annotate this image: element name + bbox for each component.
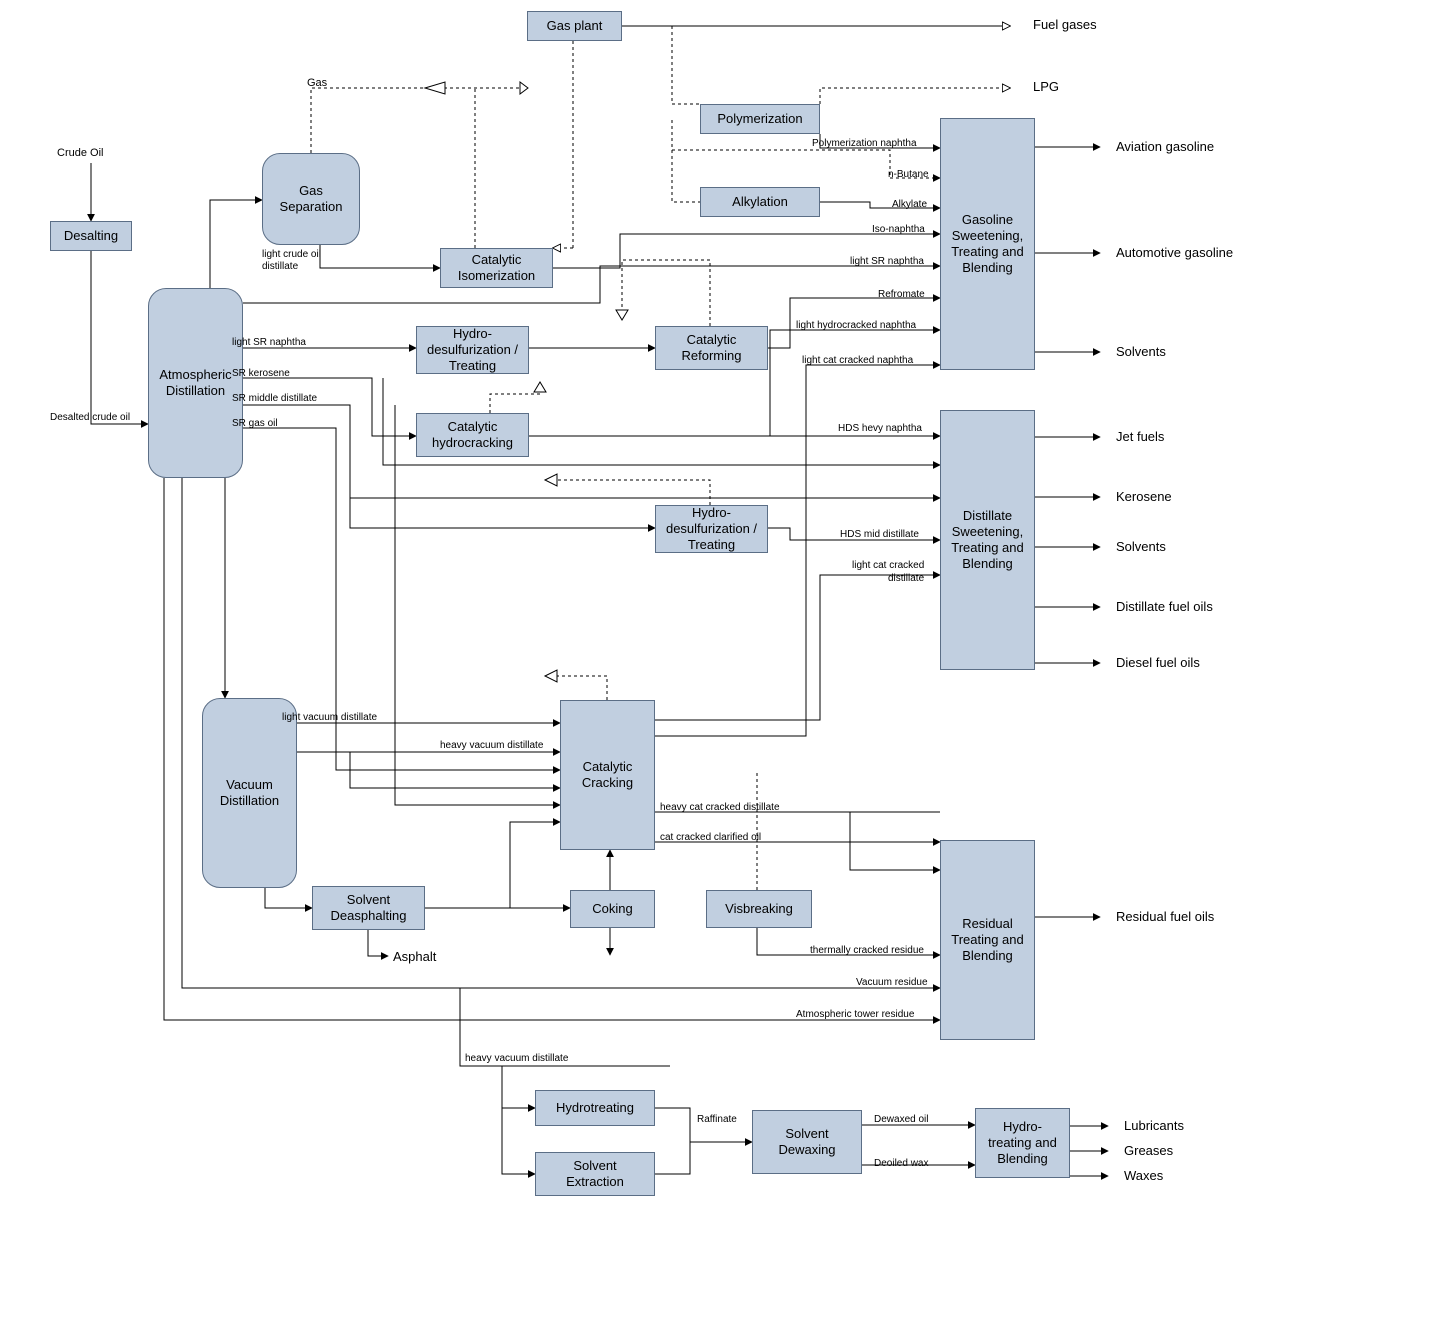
node-polymerization: Polymerization xyxy=(700,104,820,134)
edge-label-32: Deoiled wax xyxy=(874,1158,928,1170)
node-solvent_dewax: SolventDewaxing xyxy=(752,1110,862,1174)
edge-31 xyxy=(265,888,312,908)
output-7: Solvents xyxy=(1116,540,1166,555)
node-gas_plant: Gas plant xyxy=(527,11,622,41)
node-hydrotreating: Hydrotreating xyxy=(535,1090,655,1126)
edge-label-12: Iso-naphtha xyxy=(872,224,925,236)
edge-51 xyxy=(672,120,700,202)
edge-label-8: SR gas oil xyxy=(232,418,278,430)
edge-label-26: Vacuum residue xyxy=(856,977,928,989)
edge-72 xyxy=(545,480,710,505)
edge-label-22: heavy vacuum distillate xyxy=(440,740,543,752)
edge-42 xyxy=(502,1108,535,1174)
edge-label-14: Refromate xyxy=(878,289,925,301)
node-atm_dist: AtmosphericDistillation xyxy=(148,288,243,478)
edge-label-9: Polymerization naphtha xyxy=(812,138,917,150)
edge-75 xyxy=(545,670,557,682)
edge-48 xyxy=(820,88,1010,104)
output-8: Distillate fuel oils xyxy=(1116,600,1213,615)
edge-4 xyxy=(425,82,445,94)
output-4: Solvents xyxy=(1116,345,1166,360)
edge-label-16: light cat cracked naphtha xyxy=(802,355,913,367)
edge-1 xyxy=(91,251,148,424)
node-cat_reforming: CatalyticReforming xyxy=(655,326,768,370)
output-11: Lubricants xyxy=(1124,1119,1184,1134)
edge-label-7: SR middle distillate xyxy=(232,393,317,405)
node-distillate_blend: DistillateSweetening,Treating andBlendin… xyxy=(940,410,1035,670)
edge-label-0: Crude Oil xyxy=(57,147,103,160)
node-desalting: Desalting xyxy=(50,221,132,251)
edge-70 xyxy=(490,380,540,413)
edge-41 xyxy=(502,1066,535,1108)
output-3: Automotive gasoline xyxy=(1116,246,1233,261)
edge-50 xyxy=(672,26,700,104)
node-gas_separation: GasSeparation xyxy=(262,153,360,245)
node-cat_isom: CatalyticIsomerization xyxy=(440,248,553,288)
edge-label-15: light hydrocracked naphtha xyxy=(796,320,916,332)
edge-label-24: cat cracked clarified oil xyxy=(660,832,761,844)
output-9: Diesel fuel oils xyxy=(1116,656,1200,671)
edge-label-4: distillate xyxy=(262,261,298,273)
node-coking: Coking xyxy=(570,890,655,928)
edge-2 xyxy=(210,200,262,288)
edge-9 xyxy=(243,266,940,303)
edge-label-25: thermally cracked residue xyxy=(810,945,924,957)
node-hydro_desulf2: Hydro-desulfurization /Treating xyxy=(655,505,768,553)
edge-label-30: Raffinate xyxy=(697,1114,737,1126)
node-gasoline_blend: GasolineSweetening,Treating andBlending xyxy=(940,118,1035,370)
node-alkylation: Alkylation xyxy=(700,187,820,217)
node-vac_dist: VacuumDistillation xyxy=(202,698,297,888)
node-hydro_blend: Hydro-treating andBlending xyxy=(975,1108,1070,1178)
edge-label-13: light SR naphtha xyxy=(850,256,924,268)
edge-32 xyxy=(368,930,388,956)
node-solvent_deasph: SolventDeasphalting xyxy=(312,886,425,930)
edge-label-18: HDS mid distillate xyxy=(840,529,919,541)
output-1: LPG xyxy=(1033,80,1059,95)
output-5: Jet fuels xyxy=(1116,430,1164,445)
edge-label-10: n-Butane xyxy=(888,169,929,181)
edge-label-11: Alkylate xyxy=(892,199,927,211)
edge-21 xyxy=(655,575,940,720)
output-10: Residual fuel oils xyxy=(1116,910,1214,925)
edge-15 xyxy=(770,330,940,436)
node-cat_cracking: CatalyticCracking xyxy=(560,700,655,850)
node-solvent_extract: SolventExtraction xyxy=(535,1152,655,1196)
edge-69 xyxy=(616,310,628,320)
output-6: Kerosene xyxy=(1116,490,1172,505)
output-0: Fuel gases xyxy=(1033,18,1097,33)
node-visbreaking: Visbreaking xyxy=(706,890,812,928)
edge-label-20: distillate xyxy=(888,573,924,585)
edge-label-2: Gas xyxy=(307,77,327,90)
diagram-canvas: Desalting GasSeparationAtmosphericDistill… xyxy=(0,0,1445,1332)
edge-label-1: Desalted crude oil xyxy=(50,412,130,424)
edge-71 xyxy=(534,382,546,392)
node-hydro_desulf1: Hydro-desulfurization /Treating xyxy=(416,326,529,374)
edge-73 xyxy=(545,474,557,486)
edge-5 xyxy=(520,82,528,94)
edge-label-21: light vacuum distillate xyxy=(282,712,377,724)
output-12: Greases xyxy=(1124,1144,1173,1159)
edge-label-5: light SR naphtha xyxy=(232,337,306,349)
edge-label-19: light cat cracked xyxy=(852,560,924,572)
output-2: Aviation gasoline xyxy=(1116,140,1214,155)
edge-68 xyxy=(622,260,710,326)
edge-44 xyxy=(655,1142,690,1174)
edge-label-29: Asphalt xyxy=(393,950,436,965)
edge-label-28: heavy vacuum distillate xyxy=(465,1053,568,1065)
edge-3 xyxy=(311,88,527,153)
edge-label-3: light crude oil xyxy=(262,249,321,261)
edge-7 xyxy=(320,245,440,268)
edge-33 xyxy=(425,822,560,908)
edge-label-23: heavy cat cracked distillate xyxy=(660,802,780,814)
edge-label-17: HDS hevy naphtha xyxy=(838,423,922,435)
edge-29 xyxy=(850,812,940,870)
node-residual_blend: ResidualTreating andBlending xyxy=(940,840,1035,1040)
edge-label-27: Atmospheric tower residue xyxy=(796,1009,914,1021)
edge-label-6: SR kerosene xyxy=(232,368,290,380)
output-13: Waxes xyxy=(1124,1169,1163,1184)
node-cat_hydrocrack: Catalytichydrocracking xyxy=(416,413,529,457)
edge-label-31: Dewaxed oil xyxy=(874,1114,928,1126)
